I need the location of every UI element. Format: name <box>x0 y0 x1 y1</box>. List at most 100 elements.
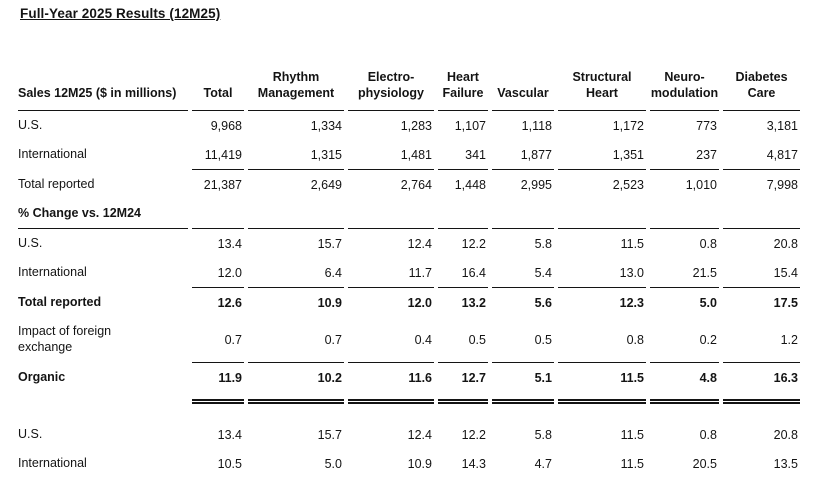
cell: 13.5 <box>773 456 798 471</box>
cell: 1,351 <box>558 140 646 170</box>
column-header-vascular: Vascular <box>492 21 554 111</box>
cell: 11.5 <box>620 236 644 251</box>
cell: 20.5 <box>692 456 717 471</box>
cell: 15.7 <box>317 427 342 442</box>
cell: 5.0 <box>699 295 717 310</box>
cell: 12.3 <box>619 295 644 310</box>
cell: 1,118 <box>521 118 552 133</box>
cell-empty <box>558 199 646 229</box>
cell: 0.2 <box>650 317 719 363</box>
cell: 1,481 <box>348 140 434 170</box>
cell: 5.8 <box>534 236 552 251</box>
cell: 20.8 <box>773 427 798 442</box>
cell: 20.8 <box>773 236 798 251</box>
cell-empty <box>192 199 244 229</box>
cell: 2,995 <box>520 177 552 192</box>
cell: 5.0 <box>324 456 342 471</box>
cell: 1,334 <box>310 118 342 133</box>
cell: 13.2 <box>461 295 486 310</box>
column-header-structural-heart: Structural Heart <box>558 21 646 111</box>
cell: 11.5 <box>620 456 644 471</box>
cell: 1,010 <box>685 177 717 192</box>
cell: 11.5 <box>620 427 644 442</box>
cell-empty <box>723 199 800 229</box>
row-label: U.S. <box>18 117 43 132</box>
spacer <box>18 404 800 420</box>
header-row: Sales 12M25 ($ in millions) Total Rhythm… <box>18 21 800 111</box>
cell: 11.9 <box>218 370 242 385</box>
cell-empty <box>348 199 434 229</box>
double-rule <box>438 392 488 404</box>
cell: 5.1 <box>534 370 552 385</box>
cell: 5.6 <box>534 295 552 310</box>
cell: 10.5 <box>217 456 242 471</box>
table-row-bottom-us: U.S. 13.4 15.7 12.4 12.2 5.8 11.5 0.8 20… <box>18 420 800 449</box>
column-header-electrophysiology: Electro- physiology <box>348 21 434 111</box>
double-rule <box>248 392 344 404</box>
row-label: Total reported <box>18 294 102 309</box>
row-label: U.S. <box>18 235 43 250</box>
table-row-pct-total-reported: Total reported 12.6 10.9 12.0 13.2 5.6 1… <box>18 288 800 317</box>
cell: 17.5 <box>773 295 798 310</box>
cell: 11.5 <box>620 370 644 385</box>
cell: 11.7 <box>348 258 434 288</box>
cell: 16.3 <box>773 370 798 385</box>
cell-empty <box>492 199 554 229</box>
cell: 10.2 <box>317 370 342 385</box>
table-row-sales-total-reported: Total reported 21,387 2,649 2,764 1,448 … <box>18 170 800 199</box>
cell: 773 <box>696 118 717 133</box>
cell: 1.2 <box>723 317 800 363</box>
spacer-row <box>18 404 800 420</box>
cell: 12.7 <box>461 370 486 385</box>
double-rule <box>192 392 244 404</box>
cell: 0.4 <box>348 317 434 363</box>
page-title: Full-Year 2025 Results (12M25) <box>20 6 221 21</box>
cell-empty <box>248 199 344 229</box>
cell: 4.8 <box>699 370 717 385</box>
cell: 0.8 <box>699 236 717 251</box>
cell: 13.4 <box>217 236 242 251</box>
table-row-pct-international: International 12.0 6.4 11.7 16.4 5.4 13.… <box>18 258 800 288</box>
table-row-fx-impact: Impact of foreign exchange 0.7 0.7 0.4 0… <box>18 317 800 363</box>
cell: 13.4 <box>217 427 242 442</box>
double-rule <box>492 392 554 404</box>
cell: 2,523 <box>612 177 644 192</box>
table-row-sales-international: International 11,419 1,315 1,481 341 1,8… <box>18 140 800 170</box>
cell: 6.4 <box>248 258 344 288</box>
cell: 3,181 <box>766 118 798 133</box>
cell: 0.7 <box>248 317 344 363</box>
cell: 12.4 <box>407 236 432 251</box>
cell: 1,448 <box>454 177 486 192</box>
cell: 2,649 <box>310 177 342 192</box>
column-header-rhythm-management: Rhythm Management <box>248 21 344 111</box>
cell: 15.7 <box>317 236 342 251</box>
row-label: Organic <box>18 369 66 384</box>
cell: 4,817 <box>723 140 800 170</box>
cell-empty <box>18 392 188 404</box>
cell: 10.9 <box>407 456 432 471</box>
cell: 12.2 <box>461 427 486 442</box>
cell: 11,419 <box>192 140 244 170</box>
column-header-total: Total <box>192 21 244 111</box>
cell: 0.5 <box>492 317 554 363</box>
results-table: Sales 12M25 ($ in millions) Total Rhythm… <box>14 21 804 477</box>
double-rule <box>558 392 646 404</box>
column-header-heart-failure: Heart Failure <box>438 21 488 111</box>
column-header-diabetes-care: Diabetes Care <box>723 21 800 111</box>
cell: 1,107 <box>454 118 486 133</box>
cell: 10.9 <box>317 295 342 310</box>
double-rule <box>348 392 434 404</box>
section-heading-pct-change: % Change vs. 12M24 <box>18 199 800 229</box>
cell: 0.5 <box>438 317 488 363</box>
double-rule <box>650 392 719 404</box>
cell: 13.0 <box>558 258 646 288</box>
cell: 1,877 <box>492 140 554 170</box>
cell: 1,315 <box>248 140 344 170</box>
cell: 341 <box>438 140 488 170</box>
row-label: Impact of foreign exchange <box>18 324 112 354</box>
cell: 12.2 <box>461 236 486 251</box>
cell: 1,283 <box>400 118 432 133</box>
cell: 12.0 <box>192 258 244 288</box>
cell-empty <box>438 199 488 229</box>
